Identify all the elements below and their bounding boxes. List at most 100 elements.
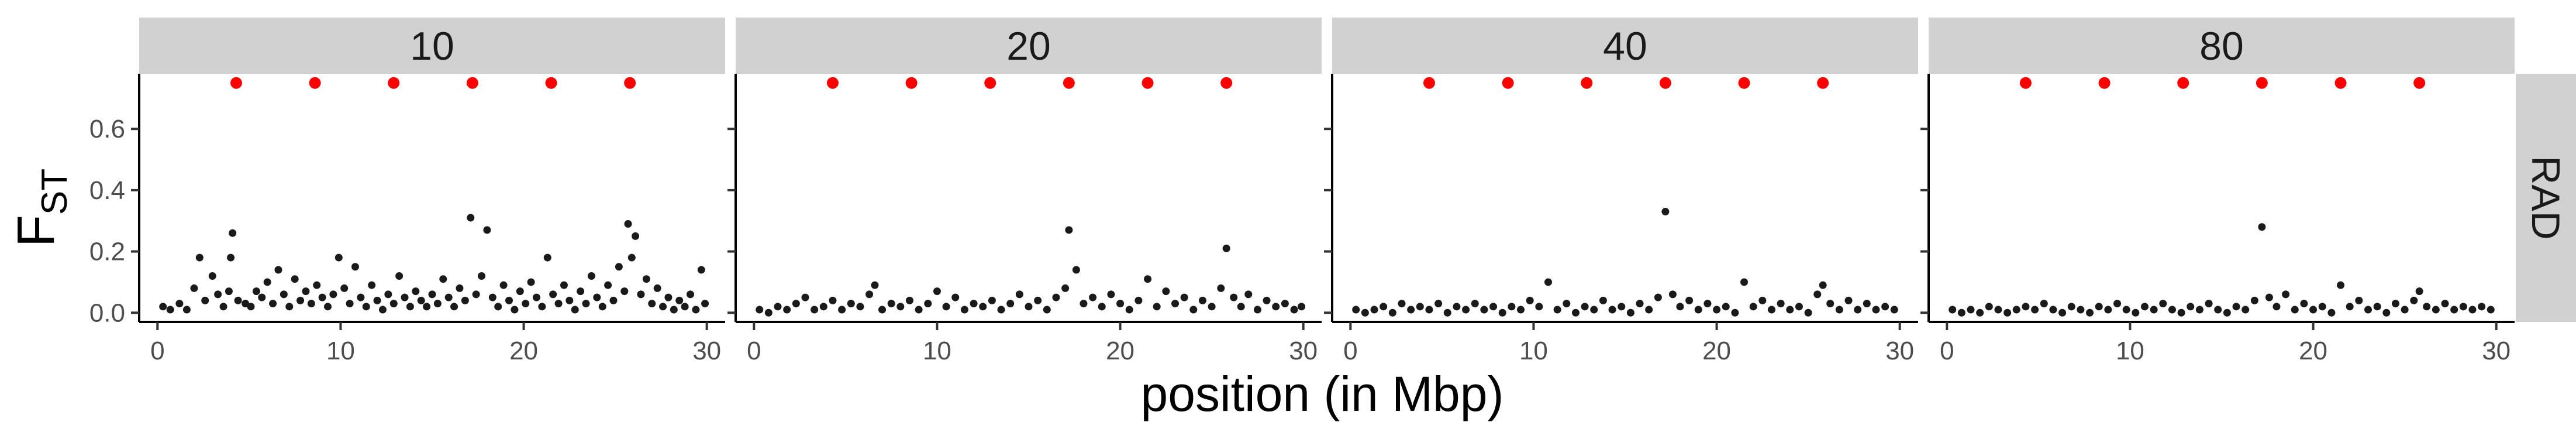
data-point xyxy=(1661,208,1670,216)
data-point xyxy=(2077,306,2085,314)
data-point xyxy=(159,303,167,311)
data-point xyxy=(1535,303,1543,311)
data-point xyxy=(653,284,661,292)
data-point xyxy=(675,296,684,304)
data-point xyxy=(1758,296,1767,304)
facet-panel-10: 10 0 10 20 30 0.0 0.2 0.4 0.6 xyxy=(89,18,725,365)
data-point xyxy=(615,263,623,271)
data-point xyxy=(499,281,508,289)
data-point xyxy=(1581,303,1589,311)
data-point xyxy=(362,303,370,311)
data-point xyxy=(2300,300,2308,308)
x-tick-label: 30 xyxy=(2482,337,2511,365)
data-point xyxy=(1416,303,1424,311)
selection-marker xyxy=(545,77,557,89)
data-point xyxy=(2401,306,2409,314)
data-point xyxy=(2205,300,2213,308)
column-strip-label: 20 xyxy=(1006,24,1051,68)
data-point xyxy=(190,284,198,292)
data-point xyxy=(258,293,266,301)
data-point xyxy=(1065,226,1073,234)
data-point xyxy=(2132,308,2140,317)
data-point xyxy=(997,306,1005,314)
facet-panel-40: 40 0 10 20 30 xyxy=(1324,18,1918,365)
data-point xyxy=(2441,300,2449,308)
data-point xyxy=(670,306,678,314)
data-point xyxy=(373,296,381,304)
data-point xyxy=(291,275,299,283)
data-point xyxy=(560,281,568,289)
data-point xyxy=(225,287,233,296)
selection-marker xyxy=(2334,77,2347,89)
data-point xyxy=(1116,300,1125,308)
data-point xyxy=(461,296,469,304)
data-point xyxy=(456,284,464,292)
x-tick-label: 10 xyxy=(923,337,951,365)
x-tick-label: 10 xyxy=(1519,337,1548,365)
y-tick-label: 0.2 xyxy=(89,238,125,266)
data-point xyxy=(1713,306,1721,314)
data-point xyxy=(384,290,392,299)
data-point xyxy=(280,290,288,299)
data-point xyxy=(1722,303,1730,311)
data-point xyxy=(1795,303,1803,311)
data-point xyxy=(970,300,978,308)
data-point xyxy=(1563,300,1571,308)
data-point xyxy=(1107,290,1115,299)
data-point xyxy=(2214,306,2222,314)
data-point xyxy=(1098,303,1106,311)
data-point xyxy=(2309,306,2318,314)
data-point xyxy=(896,303,905,311)
facet-panel-80: 80 0 10 20 30 xyxy=(1920,18,2515,365)
data-point xyxy=(692,306,700,314)
data-point xyxy=(951,293,960,301)
data-point xyxy=(543,253,551,262)
data-point xyxy=(1034,296,1042,304)
data-point xyxy=(2242,306,2250,314)
data-point xyxy=(1544,278,1552,286)
selection-marker xyxy=(2177,77,2189,89)
data-point xyxy=(565,296,574,304)
data-point xyxy=(252,287,260,296)
data-point xyxy=(1645,306,1653,314)
data-point xyxy=(1872,306,1880,314)
data-point xyxy=(1407,306,1415,314)
data-point xyxy=(1144,275,1152,283)
data-point xyxy=(1089,293,1097,301)
data-point xyxy=(1298,303,1306,311)
data-point xyxy=(887,300,895,308)
data-point xyxy=(1854,306,1862,314)
selection-marker xyxy=(1063,77,1075,89)
data-point xyxy=(1244,290,1253,299)
x-tick-label: 0 xyxy=(1940,337,1954,365)
y-tick-label: 0.4 xyxy=(89,176,125,205)
data-point xyxy=(412,287,420,296)
data-point xyxy=(516,287,524,296)
y-axis-title-main: F xyxy=(7,215,65,247)
selection-marker xyxy=(1502,77,1514,89)
data-point xyxy=(511,306,519,314)
data-point xyxy=(2282,290,2290,299)
data-point xyxy=(609,296,618,304)
data-point xyxy=(1015,290,1023,299)
data-point xyxy=(334,253,343,262)
data-point xyxy=(637,290,645,299)
data-point xyxy=(2223,308,2231,317)
data-point xyxy=(1162,287,1170,296)
data-point xyxy=(395,272,404,280)
data-point xyxy=(1263,296,1271,304)
data-point xyxy=(2003,308,2012,317)
data-point xyxy=(1826,300,1834,308)
data-point xyxy=(2086,308,2094,317)
data-point xyxy=(1043,306,1051,314)
data-point xyxy=(2140,303,2149,311)
data-point xyxy=(1654,293,1662,301)
data-point xyxy=(2410,296,2418,304)
data-point xyxy=(979,303,987,311)
data-point xyxy=(2468,306,2477,314)
data-point xyxy=(1217,284,1225,292)
data-point xyxy=(1967,306,1975,314)
data-point xyxy=(1080,300,1088,308)
data-point xyxy=(838,306,846,314)
